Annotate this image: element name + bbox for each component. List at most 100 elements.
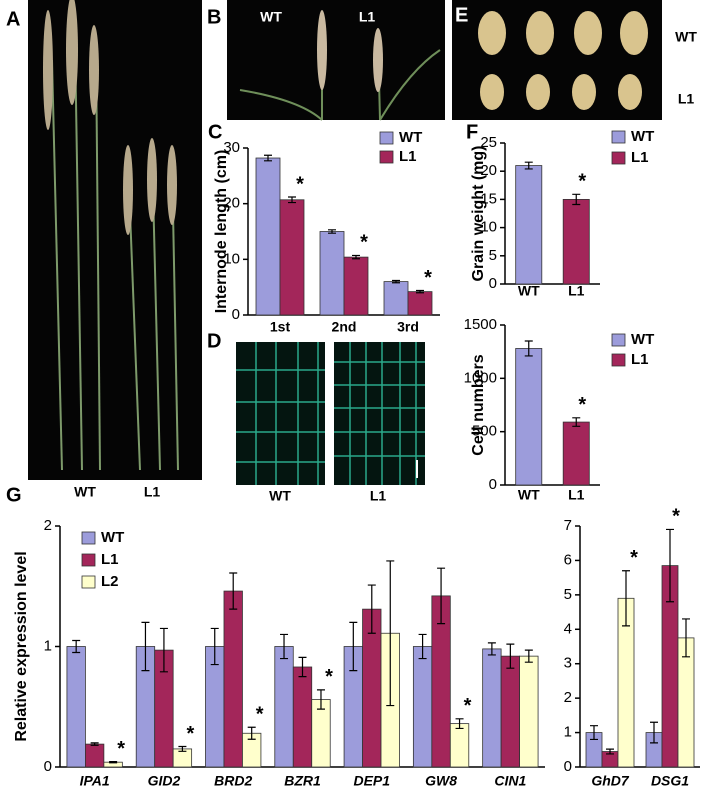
error-bar bbox=[437, 567, 446, 625]
error-bar bbox=[210, 627, 219, 666]
significance-mark: * bbox=[117, 738, 125, 760]
panel-letter: D bbox=[207, 330, 221, 352]
y-axis-label: Cell numbers bbox=[470, 354, 487, 455]
y-tick-label: 0 bbox=[564, 758, 572, 775]
error-bar bbox=[416, 289, 424, 294]
photo-label: WT bbox=[74, 484, 96, 500]
bar bbox=[515, 348, 543, 486]
bar bbox=[223, 590, 243, 768]
bar bbox=[255, 157, 281, 316]
bar bbox=[562, 421, 590, 486]
y-tick-label: 1 bbox=[44, 637, 52, 654]
x-tick-label: CIN1 bbox=[494, 773, 526, 789]
significance-mark: * bbox=[578, 171, 586, 193]
x-tick-label: L1 bbox=[568, 283, 585, 299]
photo-label: L1 bbox=[370, 488, 387, 504]
bar bbox=[482, 648, 502, 768]
photo-label: WT bbox=[260, 9, 282, 25]
x-tick-label: WT bbox=[518, 283, 540, 299]
significance-mark: * bbox=[360, 232, 368, 254]
bar bbox=[412, 646, 433, 768]
panel-letter: B bbox=[207, 6, 221, 28]
error-bar bbox=[386, 560, 395, 707]
error-bar bbox=[328, 229, 336, 234]
photo-a-panicles bbox=[43, 0, 177, 235]
error-bar bbox=[352, 254, 360, 260]
y-tick-label: 10 bbox=[223, 250, 240, 267]
error-bar bbox=[109, 760, 118, 764]
legend-swatch bbox=[611, 130, 626, 144]
error-bar bbox=[455, 718, 464, 730]
x-tick-label: L1 bbox=[568, 487, 585, 503]
bar bbox=[562, 198, 590, 285]
error-bar bbox=[90, 742, 99, 746]
error-bar bbox=[159, 627, 168, 673]
x-tick-label: GW8 bbox=[425, 773, 457, 789]
error-bar bbox=[392, 279, 400, 284]
x-tick-label: GhD7 bbox=[591, 773, 630, 789]
bar bbox=[519, 655, 539, 768]
y-axis-label: Grain weight (mg) bbox=[470, 146, 487, 282]
bar bbox=[279, 199, 305, 316]
error-bar bbox=[141, 621, 150, 672]
photo-label: L1 bbox=[359, 9, 376, 25]
error-bar bbox=[650, 721, 658, 744]
x-tick-label: DEP1 bbox=[353, 773, 390, 789]
photo-d-l1 bbox=[334, 342, 425, 485]
y-tick-label: 25 bbox=[480, 134, 497, 151]
photo-b bbox=[227, 0, 445, 120]
x-tick-label: BZR1 bbox=[284, 773, 321, 789]
y-tick-label: 4 bbox=[564, 620, 572, 637]
y-tick-label: 30 bbox=[223, 139, 240, 156]
significance-mark: * bbox=[578, 394, 586, 416]
legend-label: WT bbox=[101, 529, 124, 546]
error-bar bbox=[682, 618, 690, 658]
legend-label: L1 bbox=[101, 551, 119, 568]
error-bar bbox=[524, 649, 533, 663]
legend-label: L1 bbox=[631, 351, 649, 368]
error-bar bbox=[288, 196, 296, 204]
legend-swatch bbox=[611, 353, 626, 367]
y-tick-label: 0 bbox=[489, 476, 497, 493]
legend-swatch bbox=[81, 575, 96, 589]
legend-label: WT bbox=[631, 331, 654, 348]
error-bar bbox=[247, 726, 256, 740]
error-bar bbox=[666, 528, 674, 603]
x-tick-label: 3rd bbox=[397, 319, 419, 335]
significance-mark: * bbox=[672, 506, 680, 528]
error-bar bbox=[524, 161, 533, 170]
error-bar bbox=[590, 725, 598, 741]
panel-letter: F bbox=[466, 121, 478, 143]
bar bbox=[383, 281, 409, 316]
significance-mark: * bbox=[256, 704, 264, 726]
panel-letter: E bbox=[455, 4, 468, 26]
y-tick-label: 20 bbox=[480, 162, 497, 179]
y-tick-label: 0 bbox=[44, 758, 52, 775]
legend-swatch bbox=[81, 553, 96, 567]
x-tick-label: 2nd bbox=[332, 319, 357, 335]
legend-label: L1 bbox=[631, 149, 649, 166]
error-bar bbox=[506, 643, 515, 669]
bar bbox=[449, 723, 470, 768]
y-tick-label: 1000 bbox=[464, 369, 497, 386]
error-bar bbox=[606, 748, 614, 755]
bar bbox=[66, 646, 86, 768]
significance-mark: * bbox=[296, 173, 304, 195]
legend-label: L1 bbox=[399, 148, 417, 165]
legend-swatch bbox=[611, 333, 626, 347]
y-tick-label: 2 bbox=[44, 517, 52, 534]
x-tick-label: GID2 bbox=[148, 773, 181, 789]
y-tick-label: 1 bbox=[564, 724, 572, 741]
y-tick-label: 0 bbox=[232, 306, 240, 323]
photo-label: L1 bbox=[144, 484, 161, 500]
y-tick-label: 20 bbox=[223, 195, 240, 212]
panel-letter: G bbox=[6, 484, 22, 506]
error-bar bbox=[264, 154, 272, 162]
panel-letter: C bbox=[208, 121, 222, 143]
error-bar bbox=[349, 621, 358, 672]
y-tick-label: 1500 bbox=[464, 316, 497, 333]
error-bar bbox=[572, 417, 581, 427]
error-bar bbox=[572, 193, 581, 206]
photo-label: WT bbox=[675, 29, 697, 45]
y-tick-label: 10 bbox=[480, 219, 497, 236]
